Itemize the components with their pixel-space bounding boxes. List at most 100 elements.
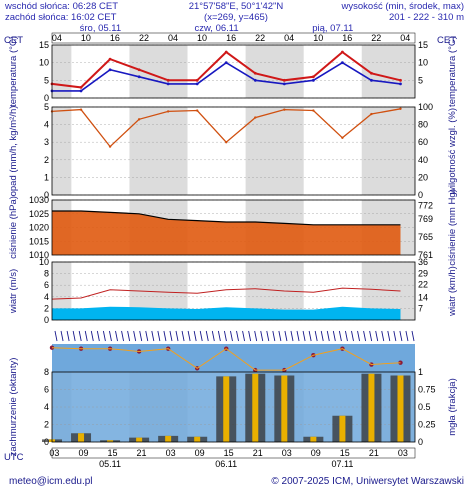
y-tick-label-right: 60 bbox=[418, 137, 428, 147]
humidity-point bbox=[283, 108, 286, 111]
time-axis-bottom: 03 09 15 21 03 09 15 21 03 09 15 21 03 05.11 06.11 07.1… bbox=[49, 447, 416, 469]
wind-barb bbox=[369, 330, 373, 342]
y-tick-label: 5 bbox=[44, 75, 49, 85]
temperature-point bbox=[370, 71, 373, 75]
pressure-panel: 1010 1015 1020 1025 1030 761 765 769 772 ciśnieni… bbox=[8, 189, 458, 266]
temperature-point bbox=[195, 78, 199, 82]
fog-bar bbox=[78, 433, 85, 442]
wind-barb bbox=[54, 330, 58, 342]
day-label-top: pią, 07.11 bbox=[312, 23, 353, 34]
humidity-panel: 0 1 2 3 4 5 0 20 40 60 80 100 opad (mm/h, kg/m²/h) wi… bbox=[8, 102, 458, 200]
y-axis-label-right: mgła (frakcja) bbox=[447, 378, 458, 436]
wind-barb bbox=[169, 330, 173, 342]
hour-label-bottom: 21 bbox=[253, 448, 263, 458]
day-label-bottom: 07.11 bbox=[331, 459, 353, 469]
wind-barb bbox=[236, 330, 239, 342]
hour-label-top: 16 bbox=[342, 33, 352, 43]
dew-point-point bbox=[137, 75, 141, 79]
y-tick-label: 0 bbox=[44, 315, 49, 325]
wind-barb bbox=[363, 330, 367, 342]
footer-email: meteo@icm.edu.pl bbox=[9, 476, 93, 487]
hour-label-bottom: 09 bbox=[78, 448, 88, 458]
night-shade bbox=[245, 45, 304, 98]
cloud-base-panel bbox=[49, 344, 415, 373]
height-label: wysokość (min, środek, max) bbox=[341, 1, 464, 12]
fog-bar bbox=[281, 375, 288, 442]
wind-barb bbox=[193, 330, 197, 342]
panel-border bbox=[51, 106, 416, 196]
wind-barb bbox=[399, 330, 403, 342]
y-tick-label: 1030 bbox=[29, 195, 49, 205]
y-axis-label-left: zachmurzenie (oktanty) bbox=[8, 358, 19, 457]
y-tick-label-right: 20 bbox=[418, 172, 428, 182]
hour-label-bottom: 15 bbox=[107, 448, 117, 458]
night-shade bbox=[52, 45, 72, 98]
night-shade bbox=[361, 107, 415, 195]
wind-barb bbox=[121, 330, 125, 342]
y-axis-label-left: wiatr (m/s) bbox=[8, 269, 19, 314]
wind-barb bbox=[211, 330, 215, 342]
night-shade bbox=[361, 45, 415, 98]
wind-barb bbox=[344, 330, 348, 342]
fog-bar bbox=[368, 373, 375, 442]
wind-barb bbox=[338, 330, 342, 342]
hour-label-bottom: 03 bbox=[166, 448, 176, 458]
dew-point-point bbox=[79, 89, 83, 93]
dew-point-point bbox=[195, 82, 199, 86]
y-tick-label: 15 bbox=[39, 40, 49, 50]
y-tick-label: 1010 bbox=[29, 250, 49, 260]
y-tick-label-right: 10 bbox=[418, 58, 428, 68]
temperature-point bbox=[224, 50, 228, 54]
wind-barb bbox=[78, 330, 82, 342]
wind-barb bbox=[278, 330, 282, 342]
y-tick-label-right: 0.25 bbox=[418, 420, 436, 430]
night-shade bbox=[52, 262, 72, 320]
wind-barb bbox=[199, 330, 203, 342]
wind-barb bbox=[133, 330, 137, 342]
wind-barb bbox=[314, 330, 318, 342]
dew-point-point bbox=[311, 78, 315, 82]
wind-barb bbox=[109, 330, 112, 342]
hour-label-top: 10 bbox=[81, 33, 91, 43]
humidity-point bbox=[196, 109, 199, 112]
hour-label-top: 10 bbox=[313, 33, 323, 43]
y-tick-label-right: 5 bbox=[418, 75, 423, 85]
humidity-point bbox=[399, 107, 402, 110]
wind-barb bbox=[163, 330, 167, 342]
y-tick-label: 6 bbox=[44, 280, 49, 290]
wind-barb bbox=[230, 330, 233, 342]
wind-barb bbox=[405, 330, 409, 342]
wind-barb bbox=[115, 330, 118, 342]
temperature-point bbox=[399, 78, 402, 82]
y-tick-label-right: 15 bbox=[418, 40, 428, 50]
wind-barb bbox=[381, 330, 385, 342]
hour-label-top: 22 bbox=[139, 33, 149, 43]
grid-point-text: (x=269, y=465) bbox=[204, 12, 268, 23]
wind-barb bbox=[157, 330, 161, 342]
wind-barb bbox=[387, 330, 391, 342]
pressure-area bbox=[52, 211, 401, 255]
y-axis-label-left: ciśnienie (hPa) bbox=[8, 196, 19, 259]
y-tick-label: 3 bbox=[44, 137, 49, 147]
y-tick-label-right: 0.5 bbox=[418, 402, 431, 412]
y-tick-label: 4 bbox=[44, 402, 49, 412]
dew-point-point bbox=[224, 61, 228, 65]
y-tick-label: 2 bbox=[44, 420, 49, 430]
night-shade bbox=[129, 45, 188, 98]
y-axis-label-right: wiatr (km/h) bbox=[447, 266, 458, 317]
y-tick-label: 6 bbox=[44, 385, 49, 395]
wind-barb bbox=[66, 330, 70, 342]
wind-barb bbox=[284, 330, 288, 342]
y-tick-label-right: 761 bbox=[418, 250, 433, 260]
dew-point-point bbox=[108, 68, 112, 72]
hour-label-bottom: 09 bbox=[195, 448, 205, 458]
dew-point-point bbox=[166, 82, 170, 86]
hour-label-top: 16 bbox=[110, 33, 120, 43]
temperature-point bbox=[137, 68, 141, 72]
y-tick-label: 0 bbox=[44, 190, 49, 200]
y-tick-label: 10 bbox=[39, 58, 49, 68]
hour-label-bottom: 21 bbox=[137, 448, 147, 458]
utc-label: UTC bbox=[4, 452, 24, 463]
y-tick-label: 8 bbox=[44, 269, 49, 279]
visibility-line bbox=[51, 347, 401, 371]
